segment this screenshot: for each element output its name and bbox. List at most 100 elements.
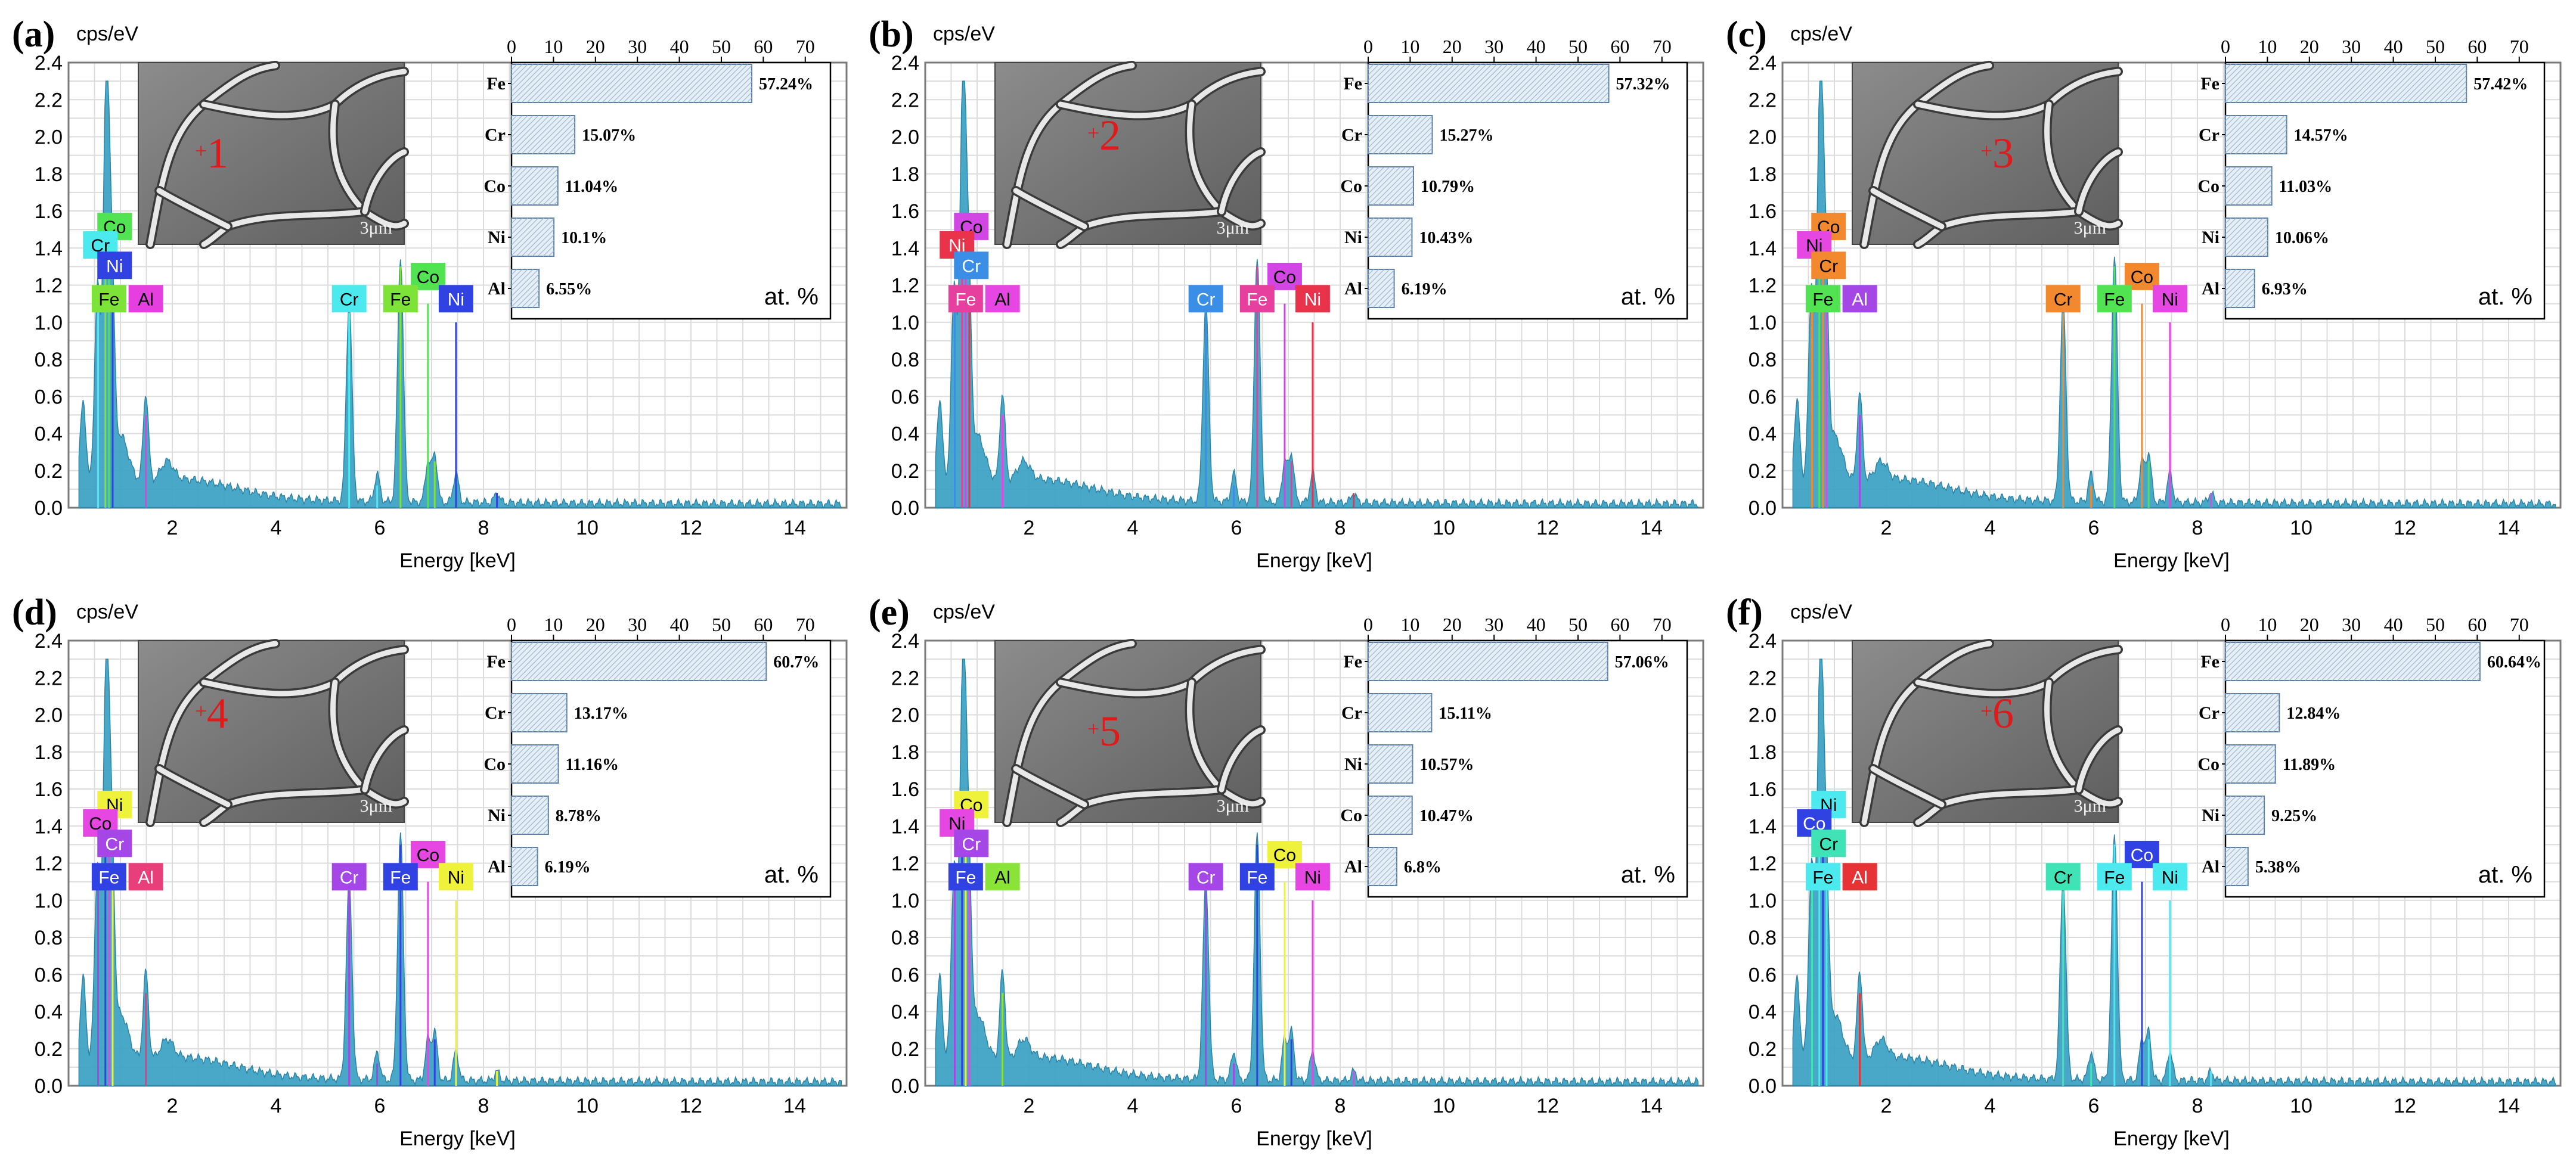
grain-boundary xyxy=(1081,209,1225,229)
element-tag-high: Ni xyxy=(1295,863,1330,891)
composition-bar-chart: 0 10 20 30 40 50 60 70 Fe 57.32% Cr 15.27% Co 10.79% N… xyxy=(1340,36,1688,320)
at-percent-label: at. % xyxy=(764,862,819,888)
bar-hatch xyxy=(1421,642,1460,681)
element-tag-low: Cr xyxy=(97,830,132,858)
grain-boundary xyxy=(1189,647,1264,685)
bar-hatch xyxy=(1383,805,1413,835)
grain-boundary xyxy=(201,679,338,697)
bar-hatch xyxy=(1368,64,1385,81)
bar-hatch xyxy=(1426,726,1432,732)
element-tag-box xyxy=(948,863,983,891)
bar-hatch xyxy=(511,269,517,275)
bar-hatch xyxy=(2225,642,2264,681)
bar-hatch xyxy=(511,218,523,229)
element-tag-low: Fe xyxy=(91,285,126,313)
x-tick-label: 6 xyxy=(1231,517,1242,539)
x-tick-label: 10 xyxy=(576,1095,599,1117)
bar-hatch xyxy=(1399,121,1433,154)
bar-hatch xyxy=(2273,64,2312,103)
bar-hatch xyxy=(2225,744,2264,783)
bar-hatch xyxy=(532,697,568,732)
bar-hatch xyxy=(2342,64,2382,103)
bar-axis-tick-label: 50 xyxy=(1568,36,1588,57)
element-tag-box xyxy=(1811,830,1846,858)
bar-hatch xyxy=(575,642,614,681)
grain-boundary xyxy=(2076,787,2121,807)
bar-hatch xyxy=(1582,76,1609,103)
y-tick-label: 0.8 xyxy=(1749,927,1777,949)
bar-hatch xyxy=(698,642,737,681)
bar-hatch xyxy=(2305,64,2344,103)
spectrum-area xyxy=(1792,658,2556,1088)
bar-hatch xyxy=(677,642,716,681)
element-tag-low: Al xyxy=(128,863,163,891)
bar-hatch xyxy=(2225,856,2249,880)
bar-hatch xyxy=(511,796,523,807)
x-tick-label: 2 xyxy=(167,517,178,539)
bar-hatch xyxy=(526,751,559,784)
grain-boundary xyxy=(1870,188,1945,229)
bar-category-label: Cr xyxy=(485,703,506,723)
spectrum-area xyxy=(935,658,1699,1088)
y-tick-label: 1.2 xyxy=(891,853,919,875)
bar-category-label: Al xyxy=(488,857,506,877)
bar-hatch xyxy=(1410,132,1433,154)
bar-hatch xyxy=(511,642,544,675)
y-tick-label: 2.4 xyxy=(1749,52,1777,74)
x-tick-label: 14 xyxy=(783,1095,806,1117)
bar-hatch xyxy=(511,796,528,813)
bar-hatch xyxy=(2246,883,2249,886)
bar-hatch xyxy=(2225,115,2253,143)
bar-hatch xyxy=(1368,796,1406,834)
bar-hatch xyxy=(1566,64,1605,103)
bar-hatch xyxy=(2235,744,2274,784)
bar-hatch xyxy=(511,693,539,721)
bar-hatch xyxy=(666,64,705,103)
y-tick-label: 1.0 xyxy=(891,890,919,912)
bar-hatch xyxy=(511,796,549,834)
element-tag-box xyxy=(1805,863,1840,891)
bar-hatch xyxy=(1368,115,1390,138)
bar-hatch xyxy=(596,64,636,103)
bar-hatch xyxy=(511,64,544,97)
bar-hatch xyxy=(543,828,549,835)
bar-hatch xyxy=(1368,270,1394,297)
bar-hatch xyxy=(580,642,619,681)
element-tag-box xyxy=(383,863,418,891)
bar-hatch xyxy=(516,64,555,103)
bar-value-label: 6.55% xyxy=(546,280,592,299)
y-tick-label: 1.0 xyxy=(891,312,919,334)
bar-hatch xyxy=(2225,851,2249,875)
bar-hatch xyxy=(2240,878,2249,886)
y-tick-label: 1.4 xyxy=(891,237,919,260)
bar-hatch xyxy=(1378,222,1412,257)
bar-hatch xyxy=(1485,64,1524,103)
bar-hatch xyxy=(2246,299,2255,308)
element-tag-label: Cr xyxy=(340,290,359,309)
bar-hatch xyxy=(2235,168,2273,206)
bar-hatch xyxy=(1378,115,1417,154)
bar-hatch xyxy=(1442,64,1481,103)
y-tick-label: 2.2 xyxy=(1749,667,1777,689)
y-tick-label: 2.4 xyxy=(1749,630,1777,653)
x-axis-label: Energy [keV] xyxy=(1256,549,1372,572)
bar-hatch xyxy=(612,64,652,103)
sem-micrograph: 3μm + 1 xyxy=(138,61,409,249)
bar-hatch xyxy=(511,744,534,767)
grain-boundary xyxy=(332,647,407,685)
bar-hatch xyxy=(2283,151,2287,154)
bar-hatch xyxy=(2225,218,2264,256)
bar-hatch xyxy=(2225,693,2264,732)
bar-hatch xyxy=(2256,190,2273,206)
bar-value-label: 57.32% xyxy=(1616,75,1670,94)
bar-hatch xyxy=(693,64,732,103)
bar-hatch xyxy=(1368,847,1385,864)
bar-hatch xyxy=(1383,228,1412,257)
element-tag-low: Cr xyxy=(954,830,989,858)
bar-hatch xyxy=(511,115,534,138)
bar-hatch xyxy=(2225,642,2248,664)
element-tag-low: Al xyxy=(1842,863,1877,891)
bar-hatch xyxy=(1368,218,1406,256)
bar-axis-tick-label: 20 xyxy=(2300,36,2319,57)
bar-hatch xyxy=(2225,642,2258,675)
